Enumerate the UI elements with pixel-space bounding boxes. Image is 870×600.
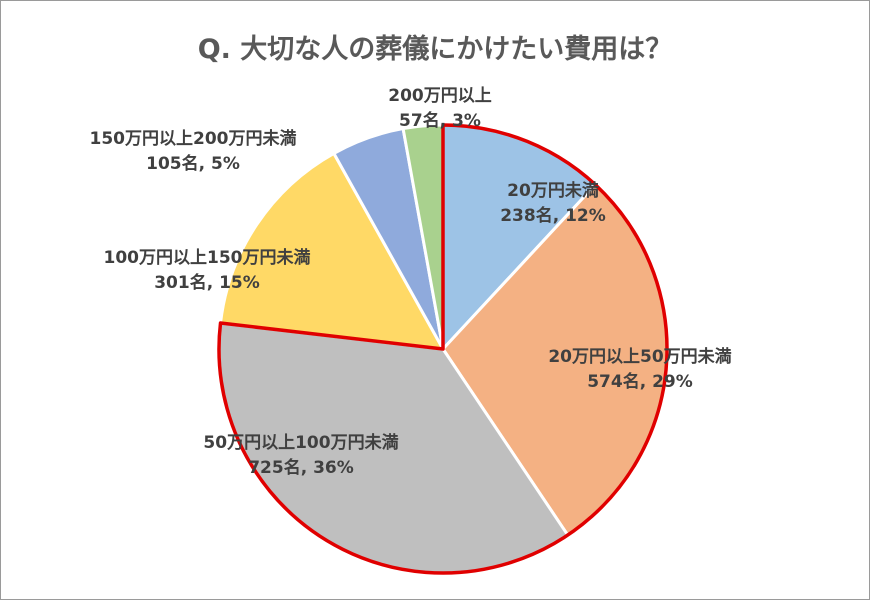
slice-count-percent: 574名, 29% — [587, 371, 693, 392]
slice-category: 20万円未満 — [507, 180, 599, 201]
slice-label-2: 20万円以上50万円未満 574名, 29% — [548, 346, 731, 392]
slice-label-3: 50万円以上100万円未満 725名, 36% — [203, 432, 398, 478]
slice-count-percent: 238名, 12% — [500, 205, 606, 226]
slice-count-percent: 725名, 36% — [248, 457, 354, 478]
slice-labels: 20万円未満 238名, 12% 20万円以上50万円未満 574名, 29% 50万円… — [90, 86, 732, 478]
pie-slice-4 — [219, 151, 445, 351]
slice-label-1: 20万円未満 238名, 12% — [500, 180, 606, 226]
slice-category: 200万円以上 — [388, 86, 492, 106]
slice-category: 150万円以上200万円未満 — [90, 128, 297, 149]
slice-label-5: 150万円以上200万円未満 105名, 5% — [90, 128, 297, 174]
slice-label-4: 100万円以上150万円未満 301名, 15% — [104, 247, 311, 293]
chart-title: Q. 大切な人の葬儀にかけたい費用は？ — [198, 34, 673, 65]
slice-category: 50万円以上100万円未満 — [203, 432, 398, 453]
slice-count-percent: 301名, 15% — [154, 272, 260, 293]
slice-category: 20万円以上50万円未満 — [548, 346, 731, 367]
pie-slices — [217, 123, 669, 575]
highlight-outline — [217, 123, 669, 575]
slice-count-percent: 57名, 3% — [399, 110, 481, 131]
slice-category: 100万円以上150万円未満 — [104, 247, 311, 268]
slice-label-6: 200万円以上 57名, 3% — [388, 86, 492, 131]
slice-count-percent: 105名, 5% — [146, 153, 240, 174]
